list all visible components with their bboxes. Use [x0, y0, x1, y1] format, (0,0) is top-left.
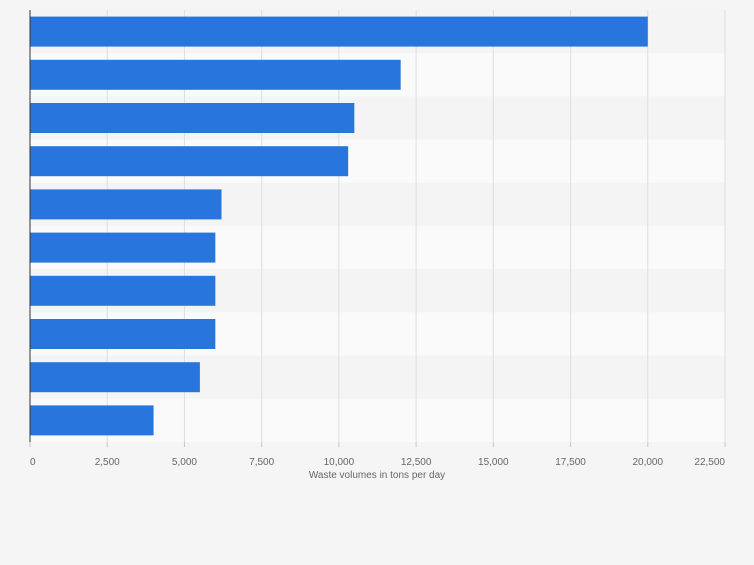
bar-8: [30, 319, 216, 349]
bar-5: [30, 189, 222, 220]
bars: [30, 16, 648, 436]
x-tick-label-0: 0: [30, 457, 36, 468]
bar-4: [30, 146, 349, 177]
x-tick-label-17500: 17,500: [555, 457, 586, 468]
bar-1: [30, 16, 648, 47]
x-tick-label-2500: 2,500: [95, 457, 120, 468]
x-axis-ticks: [29, 442, 726, 447]
bar-9: [30, 362, 200, 393]
bar-10: [30, 405, 154, 436]
bar-6: [30, 232, 216, 263]
x-axis-label: Waste volumes in tons per day: [309, 470, 445, 481]
x-tick-label-20000: 20,000: [632, 457, 663, 468]
x-tick-label-15000: 15,000: [478, 457, 509, 468]
x-tick-label-5000: 5,000: [172, 457, 197, 468]
x-tick-label-12500: 12,500: [401, 457, 432, 468]
x-tick-label-10000: 10,000: [324, 457, 355, 468]
bar-7: [30, 275, 216, 306]
bar-2: [30, 59, 401, 90]
x-axis-tick-labels: 0 2,500 5,000 7,500 10,000 12,500 15,000 17,500…: [30, 457, 725, 468]
x-tick-label-7500: 7,500: [249, 457, 274, 468]
x-tick-label-22500: 22,500: [694, 457, 725, 468]
bar-3: [30, 103, 355, 133]
